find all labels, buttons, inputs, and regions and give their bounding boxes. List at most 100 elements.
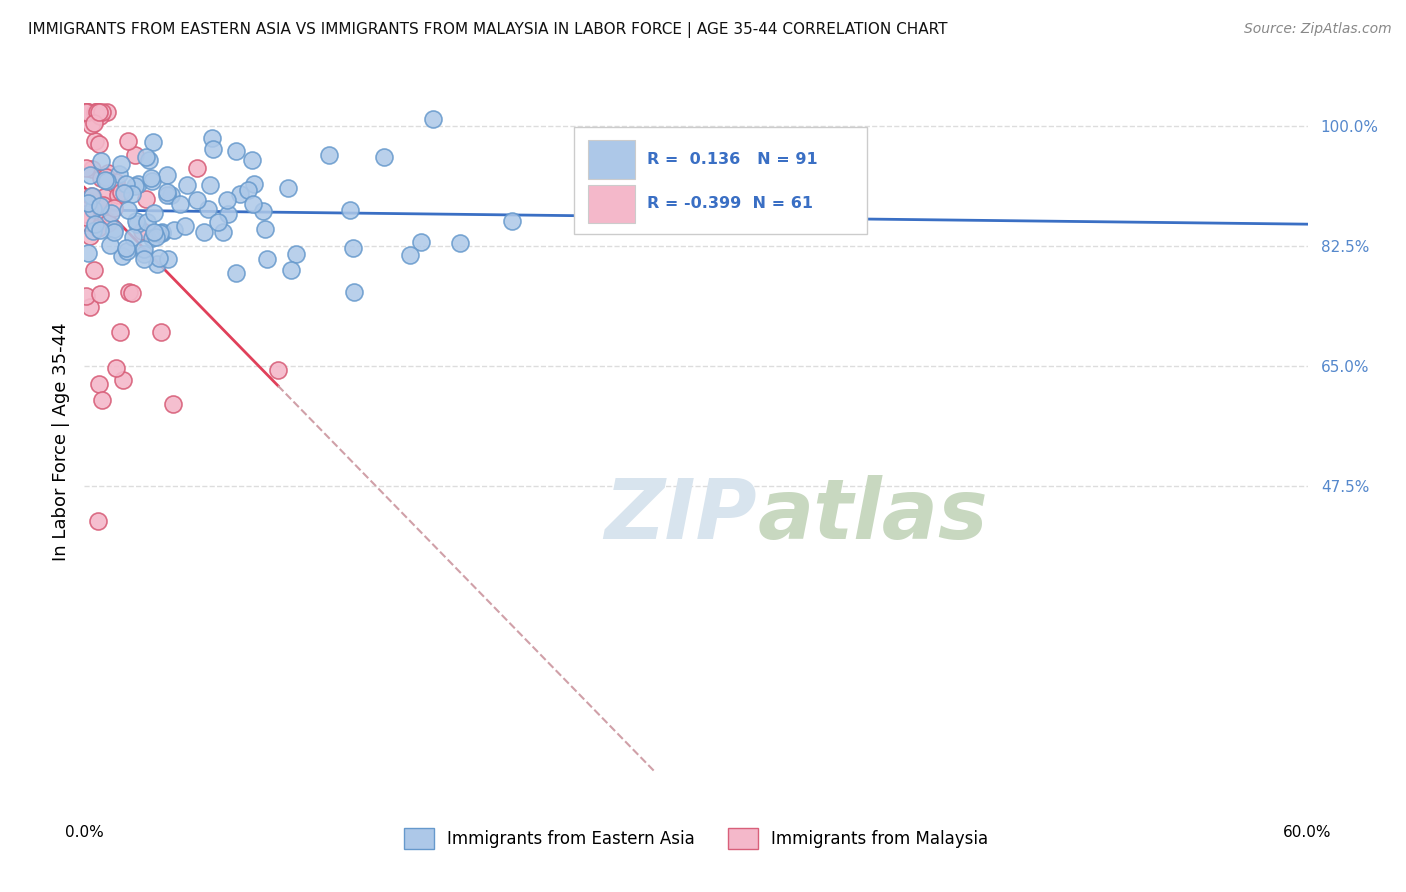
Point	[94, 169, 117, 184]
Point	[96, 213, 118, 227]
Point	[150, 227, 173, 241]
Point	[156, 169, 179, 183]
Point	[114, 178, 136, 192]
Point	[156, 187, 179, 202]
Point	[103, 225, 125, 239]
Point	[97, 166, 120, 180]
Point	[240, 153, 263, 167]
Point	[75, 161, 97, 176]
Point	[135, 192, 157, 206]
Point	[176, 178, 198, 193]
Y-axis label: In Labor Force | Age 35-44: In Labor Force | Age 35-44	[52, 322, 70, 561]
Point	[118, 285, 141, 300]
Point	[86, 105, 108, 120]
Point	[162, 222, 184, 236]
Point	[318, 148, 340, 162]
Point	[89, 199, 111, 213]
Point	[193, 225, 215, 239]
Point	[150, 225, 173, 239]
Point	[127, 178, 149, 192]
Text: ZIP: ZIP	[605, 475, 758, 556]
Text: R = -0.399  N = 61: R = -0.399 N = 61	[647, 196, 813, 211]
Point	[201, 131, 224, 145]
Point	[121, 285, 143, 300]
Point	[84, 217, 107, 231]
Point	[83, 115, 105, 129]
Point	[398, 248, 420, 262]
Point	[162, 396, 184, 410]
Point	[87, 105, 110, 120]
Point	[84, 134, 107, 148]
Point	[103, 201, 125, 215]
Point	[89, 223, 111, 237]
Point	[75, 207, 97, 221]
Point	[267, 363, 290, 377]
Text: IMMIGRANTS FROM EASTERN ASIA VS IMMIGRANTS FROM MALAYSIA IN LABOR FORCE | AGE 35: IMMIGRANTS FROM EASTERN ASIA VS IMMIGRAN…	[28, 22, 948, 38]
Point	[243, 177, 266, 191]
Point	[218, 206, 240, 220]
Point	[75, 105, 97, 120]
Point	[143, 206, 166, 220]
Point	[186, 193, 208, 207]
Point	[80, 161, 103, 176]
Point	[284, 246, 307, 260]
Point	[146, 257, 169, 271]
Point	[77, 245, 100, 260]
Point	[108, 167, 131, 181]
Point	[134, 242, 156, 256]
Point	[97, 216, 120, 230]
Point	[148, 251, 170, 265]
Point	[108, 325, 131, 339]
Point	[96, 105, 118, 120]
Point	[339, 203, 361, 218]
Text: atlas: atlas	[758, 475, 988, 556]
Point	[342, 241, 364, 255]
Point	[449, 236, 471, 251]
Point	[77, 201, 100, 215]
Point	[141, 174, 163, 188]
Point	[132, 246, 155, 260]
Point	[229, 187, 252, 202]
Point	[75, 211, 97, 225]
Point	[91, 392, 114, 407]
Point	[156, 185, 179, 199]
Point	[135, 215, 157, 229]
Point	[91, 105, 114, 120]
Point	[90, 170, 112, 185]
Point	[87, 514, 110, 528]
Point	[138, 153, 160, 167]
Point	[343, 285, 366, 299]
Point	[501, 214, 523, 228]
Point	[98, 237, 121, 252]
Point	[422, 112, 444, 127]
Point	[145, 229, 167, 244]
Point	[149, 226, 172, 240]
Point	[114, 241, 136, 255]
Point	[89, 136, 111, 151]
Point	[174, 219, 197, 234]
Point	[169, 196, 191, 211]
Point	[256, 252, 278, 266]
FancyBboxPatch shape	[574, 127, 868, 235]
Point	[277, 181, 299, 195]
Point	[77, 195, 100, 210]
Point	[124, 148, 146, 162]
Point	[76, 215, 98, 229]
Point	[82, 202, 104, 217]
Point	[131, 224, 153, 238]
Point	[373, 150, 395, 164]
Point	[84, 105, 107, 120]
Point	[254, 222, 277, 236]
Point	[82, 190, 104, 204]
Point	[90, 154, 112, 169]
Point	[186, 161, 208, 175]
Point	[110, 157, 132, 171]
Text: Source: ZipAtlas.com: Source: ZipAtlas.com	[1244, 22, 1392, 37]
Point	[82, 224, 104, 238]
Point	[89, 287, 111, 301]
Point	[142, 225, 165, 239]
Point	[107, 188, 129, 202]
Point	[409, 235, 432, 250]
Point	[197, 202, 219, 216]
Legend: Immigrants from Eastern Asia, Immigrants from Malaysia: Immigrants from Eastern Asia, Immigrants…	[396, 822, 995, 855]
